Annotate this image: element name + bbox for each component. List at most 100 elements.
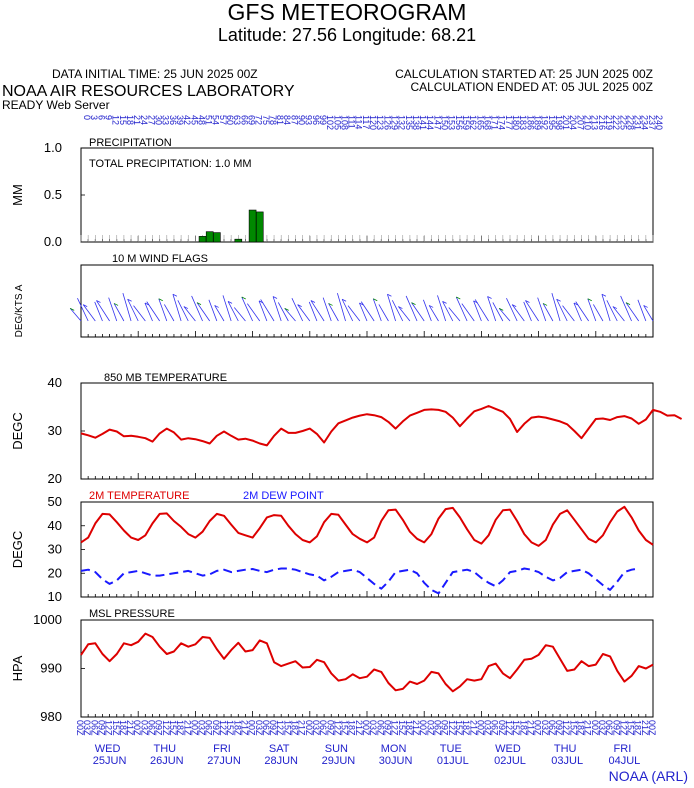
day-date-label: 27JUN: [207, 755, 241, 767]
wind-barb-feather: [297, 304, 302, 307]
day-date-label: 02JUL: [494, 755, 526, 767]
bottom-hour-label: 21Z: [468, 720, 478, 736]
day-date-label: 01JUL: [437, 755, 469, 767]
wind-barb: [284, 308, 296, 322]
top-hour-label: 0: [82, 115, 92, 120]
wind-barb-feather: [373, 298, 378, 302]
wind-barb: [133, 305, 146, 322]
top-hour-label: 189: [532, 115, 542, 130]
wind-barb: [573, 302, 582, 322]
top-hour-label: 33: [161, 115, 171, 125]
day-date-label: 25JUN: [93, 755, 127, 767]
bottom-hour-label: 15Z: [397, 720, 407, 736]
day-date-label: 04JUL: [609, 755, 641, 767]
wind-barb-feather: [387, 293, 392, 297]
bottom-hour-label: 18Z: [118, 720, 128, 736]
bottom-hour-label: 00Z: [533, 720, 543, 736]
top-hour-label: 132: [397, 115, 407, 130]
wind-barb-feather: [144, 302, 150, 306]
top-hour-label: 231: [633, 115, 643, 130]
top-hour-label: 18: [125, 115, 135, 125]
wind-barb: [575, 301, 589, 322]
precip-total-annotation: TOTAL PRECIPITATION: 1.0 MM: [89, 158, 252, 170]
wind-barb-feather: [359, 302, 364, 306]
bottom-hour-label: 00Z: [590, 720, 600, 736]
top-hour-label: 15: [118, 115, 128, 125]
bottom-hour-label: 21Z: [525, 720, 535, 736]
bottom-hour-label: 12Z: [104, 720, 114, 736]
top-hour-label: 177: [504, 115, 514, 130]
wind-barb: [372, 298, 382, 322]
wind-barb: [113, 303, 125, 322]
top-hour-label: 240: [654, 115, 664, 130]
wind-barb-feather: [227, 301, 233, 304]
calculation-ended: CALCULATION ENDED AT: 05 JUL 2025 00Z: [410, 80, 653, 94]
top-hour-label: 72: [254, 115, 264, 125]
wind-barb-feather: [70, 308, 75, 311]
top-hour-label: 24: [139, 115, 149, 125]
bottom-hour-label: 03Z: [540, 720, 550, 736]
top-hour-label: 135: [404, 115, 414, 130]
top-hour-label: 60: [225, 115, 235, 125]
bottom-hour-label: 06Z: [147, 720, 157, 736]
top-hour-label: 198: [554, 115, 564, 130]
top-hour-label: 90: [297, 115, 307, 125]
wind-barb: [108, 297, 118, 322]
wind-barb: [473, 300, 482, 322]
top-hour-label: 213: [590, 115, 600, 130]
top-hour-label: 66: [239, 115, 249, 125]
top-hour-label: 201: [561, 115, 571, 130]
wind-barb: [146, 301, 160, 322]
t850-panel-frame: [80, 382, 654, 480]
bottom-hour-label: 06Z: [261, 720, 271, 736]
bottom-hour-label: 09Z: [154, 720, 164, 736]
wind-barb-feather: [612, 306, 618, 309]
top-hour-label: 117: [361, 115, 371, 129]
wind-barb-feather: [601, 293, 607, 297]
top-hour-label: 162: [468, 115, 478, 130]
bottom-hour-label: 21Z: [411, 720, 421, 736]
server-name: READY Web Server: [2, 98, 110, 112]
top-hour-label: 144: [425, 115, 435, 130]
top-hour-label: 171: [490, 115, 500, 130]
top-hour-label: 42: [182, 115, 192, 125]
bottom-hour-label: 18Z: [404, 720, 414, 736]
top-hour-label: 225: [618, 115, 628, 130]
bottom-hour-label: 03Z: [483, 720, 493, 736]
wind-barb: [391, 300, 404, 322]
wind-barb: [506, 297, 518, 322]
top-hour-label: 30: [154, 115, 164, 125]
bottom-hour-label: 09Z: [268, 720, 278, 736]
wind-barb: [411, 302, 425, 322]
bottom-hour-label: 03Z: [197, 720, 207, 736]
wind-barb: [442, 301, 454, 322]
wind-barb-feather: [643, 305, 648, 308]
bottom-hour-label: 21Z: [239, 720, 249, 736]
location-line: Latitude: 27.56 Longitude: 68.21: [217, 25, 477, 45]
precip-title: PRECIPITATION: [89, 137, 172, 149]
bottom-hour-label: 03Z: [425, 720, 435, 736]
bottom-hour-label: 00Z: [418, 720, 428, 736]
bottom-hour-label: 09Z: [611, 720, 621, 736]
wind-barb: [272, 296, 282, 322]
bottom-hour-label: 06Z: [204, 720, 214, 736]
top-hour-label: 195: [547, 115, 557, 130]
t850-title: 850 MB TEMPERATURE: [104, 372, 227, 384]
day-of-week-label: MON: [381, 743, 407, 755]
wind-barb-feather: [428, 305, 434, 308]
wind-barb: [542, 303, 554, 322]
precip-bar: [248, 209, 257, 243]
precip-y-axis-label: MM: [10, 184, 25, 206]
top-hour-label: 210: [583, 115, 593, 130]
credit-label: NOAA (ARL): [608, 768, 688, 784]
bottom-hour-label: 12Z: [161, 720, 171, 736]
wind-barb-feather: [411, 302, 416, 305]
top-hour-label: 192: [540, 115, 550, 130]
top-hour-label: 105: [332, 115, 342, 130]
top-hour-label: 75: [261, 115, 271, 125]
wind-barb-feather: [214, 305, 219, 308]
wind-barb: [191, 295, 203, 322]
t850-y-axis-label: DEGC: [10, 412, 25, 450]
top-hour-label: 3: [89, 115, 99, 120]
top-hour-label: 234: [640, 115, 650, 130]
